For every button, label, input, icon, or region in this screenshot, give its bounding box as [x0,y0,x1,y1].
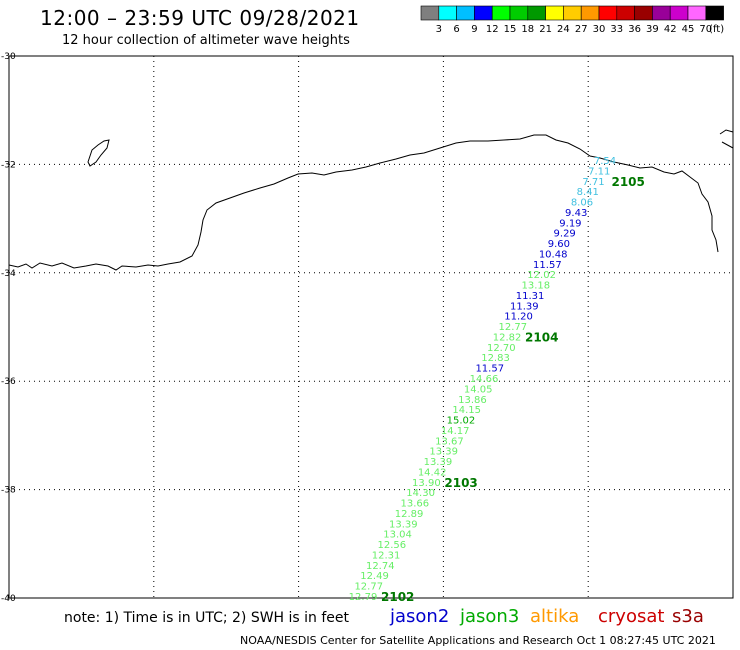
page-title: 12:00 – 23:59 UTC 09/28/2021 [40,6,360,30]
pass-time-label: 2104 [525,330,558,344]
coastline [8,134,719,271]
wave-height-value: 13.86 [458,395,487,406]
wave-height-value: 9.60 [548,239,570,250]
wave-height-value: 11.57 [533,260,562,271]
satellite-label-altika: altika [530,606,580,627]
color-scale-tick-label: 33 [610,24,623,35]
pass-time-label: 2105 [611,175,644,189]
color-scale-tick-label: 70 [699,24,712,35]
y-tick-label: -34 [1,269,16,279]
y-tick-label: -36 [1,377,16,387]
color-scale-tick-label: 42 [664,24,677,35]
wave-height-value: 12.74 [366,561,395,572]
wave-height-value: 13.04 [383,530,412,541]
wave-height-value: 7.11 [588,166,610,177]
wave-height-value: 8.41 [577,187,599,198]
page-subtitle: 12 hour collection of altimeter wave hei… [62,33,350,48]
wave-height-map: 120123126129132135-30-32-34-36-38-407.54… [1,52,734,604]
color-swatch [705,5,724,21]
wave-height-value: 9.19 [559,218,581,229]
wave-height-value: 12.79 [349,592,378,603]
y-tick-label: -32 [1,160,16,170]
color-scale-tick-label: 39 [646,24,659,35]
satellite-label-s3a: s3a [672,606,704,627]
wave-height-value: 11.57 [475,364,504,375]
color-scale-tick-label: 27 [575,24,588,35]
wave-height-value: 12.31 [372,550,401,561]
wave-height-value: 9.29 [554,229,576,240]
wave-height-value: 14.05 [464,384,493,395]
wave-height-value: 12.70 [487,343,516,354]
note-text: note: 1) Time is in UTC; 2) SWH is in fe… [64,610,350,626]
y-tick-label: -40 [1,594,16,604]
satellite-label-jason2: jason2 [390,606,450,627]
wave-height-value: 13.67 [435,436,464,447]
color-scale-legend: 3 6 9 12 15 18 21 24 27 30 33 36 39 42 45 70(ft) [420,5,724,35]
island [87,139,110,167]
wave-height-value: 12.82 [493,332,522,343]
satellite-label-cryosat: cryosat [598,606,665,627]
color-scale-tick-label: 12 [486,24,499,35]
color-scale-tick-label: 30 [593,24,606,35]
color-scale-tick-label: 9 [471,24,477,35]
wave-height-value: 11.20 [504,312,533,323]
wave-height-value: 12.56 [377,540,406,551]
color-scale-tick-label: 15 [504,24,517,35]
wave-height-value: 12.89 [395,509,424,520]
wave-height-value: 9.43 [565,208,587,219]
wave-height-value: 13.18 [522,281,551,292]
color-scale-tick-label: 21 [539,24,552,35]
wave-height-value: 8.06 [571,198,593,209]
y-tick-label: -38 [1,486,16,496]
color-scale-tick-label: 45 [682,24,695,35]
color-scale-tick-label: 24 [557,24,570,35]
wave-height-value: 13.39 [389,519,418,530]
wave-height-value: 13.39 [429,447,458,458]
credit-line: NOAA/NESDIS Center for Satellite Applica… [240,634,716,647]
color-scale-unit: (ft) [709,24,724,35]
wave-height-value: 12.02 [527,270,556,281]
pass-time-label: 2102 [381,590,414,604]
wave-height-value: 14.42 [418,467,447,478]
color-scale-tick-label: 3 [436,24,442,35]
wave-height-value: 10.48 [539,249,568,260]
wave-height-value: 7.71 [582,177,604,188]
wave-height-value: 14.30 [406,488,435,499]
wave-height-value: 13.90 [412,478,441,489]
wave-height-value: 12.77 [498,322,527,333]
wave-height-value: 11.39 [510,301,539,312]
satellite-label-jason3: jason3 [460,606,520,627]
color-scale-tick-label: 6 [453,24,459,35]
color-scale-tick-label: 36 [628,24,641,35]
wave-height-value: 7.54 [594,156,616,167]
wave-height-value: 14.66 [470,374,499,385]
wave-height-value: 15.02 [447,416,476,427]
wave-height-value: 12.83 [481,353,510,364]
wave-height-value: 13.66 [401,499,430,510]
wave-height-value: 11.31 [516,291,545,302]
map-frame [8,55,734,599]
wave-height-value: 13.39 [424,457,453,468]
wave-height-value: 12.49 [360,571,389,582]
wave-height-value: 14.17 [441,426,470,437]
island [719,129,734,149]
wave-height-value: 12.77 [354,582,383,593]
color-scale-tick-label: 18 [521,24,534,35]
pass-time-label: 2103 [444,476,477,490]
y-tick-label: -30 [1,52,16,62]
wave-height-value: 14.15 [452,405,481,416]
